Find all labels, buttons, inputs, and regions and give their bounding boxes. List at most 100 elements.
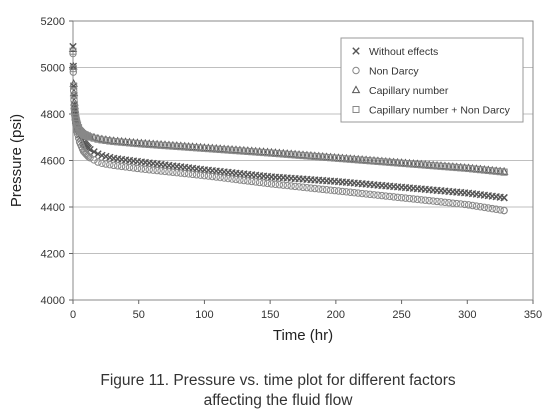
data-point — [204, 172, 213, 180]
data-point — [311, 153, 319, 161]
data-point — [318, 152, 327, 160]
data-point — [185, 143, 193, 151]
data-point — [449, 163, 457, 171]
data-point — [436, 161, 446, 169]
data-point — [306, 151, 316, 159]
data-point — [397, 158, 406, 166]
marker-stroke — [94, 150, 102, 158]
data-point — [97, 134, 107, 143]
data-point — [219, 144, 229, 153]
data-point — [133, 138, 142, 147]
data-point — [275, 150, 283, 158]
data-point — [314, 151, 324, 160]
data-point — [382, 158, 390, 166]
data-point — [152, 139, 162, 148]
data-point — [164, 140, 174, 149]
data-point — [307, 184, 315, 192]
data-point — [84, 152, 93, 161]
data-point — [370, 157, 378, 165]
data-point — [453, 199, 461, 208]
series-circle — [69, 49, 508, 215]
data-point — [129, 139, 137, 147]
data-point — [413, 195, 422, 204]
data-point — [173, 142, 181, 150]
data-point — [200, 143, 209, 151]
x-tick-label: 50 — [133, 309, 145, 321]
data-point — [93, 133, 103, 142]
data-point — [101, 135, 111, 143]
data-point — [409, 160, 417, 168]
data-point — [236, 176, 244, 184]
data-point — [248, 148, 256, 156]
data-point — [248, 177, 256, 186]
data-point — [409, 195, 418, 203]
y-tick-label: 5000 — [41, 63, 65, 75]
data-point — [469, 165, 477, 173]
data-point — [228, 175, 236, 183]
data-point — [457, 200, 465, 208]
data-point — [208, 145, 216, 153]
data-point — [216, 173, 224, 182]
legend-box — [340, 37, 524, 123]
legend-marker-triangle — [351, 85, 361, 94]
data-point — [496, 168, 504, 176]
data-point — [106, 160, 114, 169]
data-point — [401, 158, 410, 167]
data-point — [334, 153, 343, 162]
data-point — [465, 165, 473, 173]
data-point — [495, 166, 505, 175]
data-point — [484, 167, 492, 175]
data-point — [244, 147, 252, 155]
data-point — [460, 200, 469, 209]
data-point — [346, 155, 354, 163]
data-point — [444, 161, 454, 170]
data-point — [267, 180, 276, 188]
x-tick-label: 300 — [458, 309, 476, 321]
data-point — [145, 166, 153, 174]
data-point — [89, 132, 99, 141]
data-point — [260, 149, 268, 157]
data-point — [476, 164, 485, 173]
data-point — [417, 161, 425, 169]
data-point — [362, 157, 370, 165]
data-point — [350, 156, 358, 164]
legend: Without effects Non Darcy Capillary number… — [340, 37, 524, 123]
data-point — [287, 151, 295, 159]
data-point — [196, 142, 205, 151]
x-tick-label: 200 — [327, 309, 345, 321]
data-point — [239, 145, 249, 154]
data-point — [141, 140, 149, 148]
data-point — [251, 146, 260, 155]
data-point — [394, 159, 402, 167]
data-point — [157, 167, 165, 175]
data-point — [382, 192, 390, 200]
data-point — [468, 201, 477, 210]
data-point — [122, 139, 130, 147]
data-point — [331, 154, 339, 162]
data-point — [488, 204, 496, 213]
data-point — [338, 153, 347, 162]
data-point — [117, 136, 126, 145]
data-point — [461, 164, 469, 172]
data-point — [488, 165, 497, 174]
data-point — [452, 162, 462, 171]
data-point — [378, 191, 386, 200]
data-point — [157, 141, 165, 149]
data-point — [279, 150, 287, 158]
data-point — [94, 158, 102, 166]
data-point — [445, 199, 453, 207]
legend-marker-square — [352, 106, 360, 113]
data-point — [169, 168, 177, 176]
data-point — [236, 147, 244, 155]
data-point — [369, 156, 379, 164]
data-point — [433, 197, 441, 206]
data-point — [192, 171, 201, 179]
data-point — [133, 140, 141, 148]
data-point — [366, 190, 374, 199]
data-point — [453, 164, 461, 172]
data-point — [500, 194, 508, 202]
data-point — [90, 134, 98, 142]
data-point — [429, 162, 437, 170]
data-point — [374, 157, 382, 165]
data-point — [271, 148, 280, 156]
